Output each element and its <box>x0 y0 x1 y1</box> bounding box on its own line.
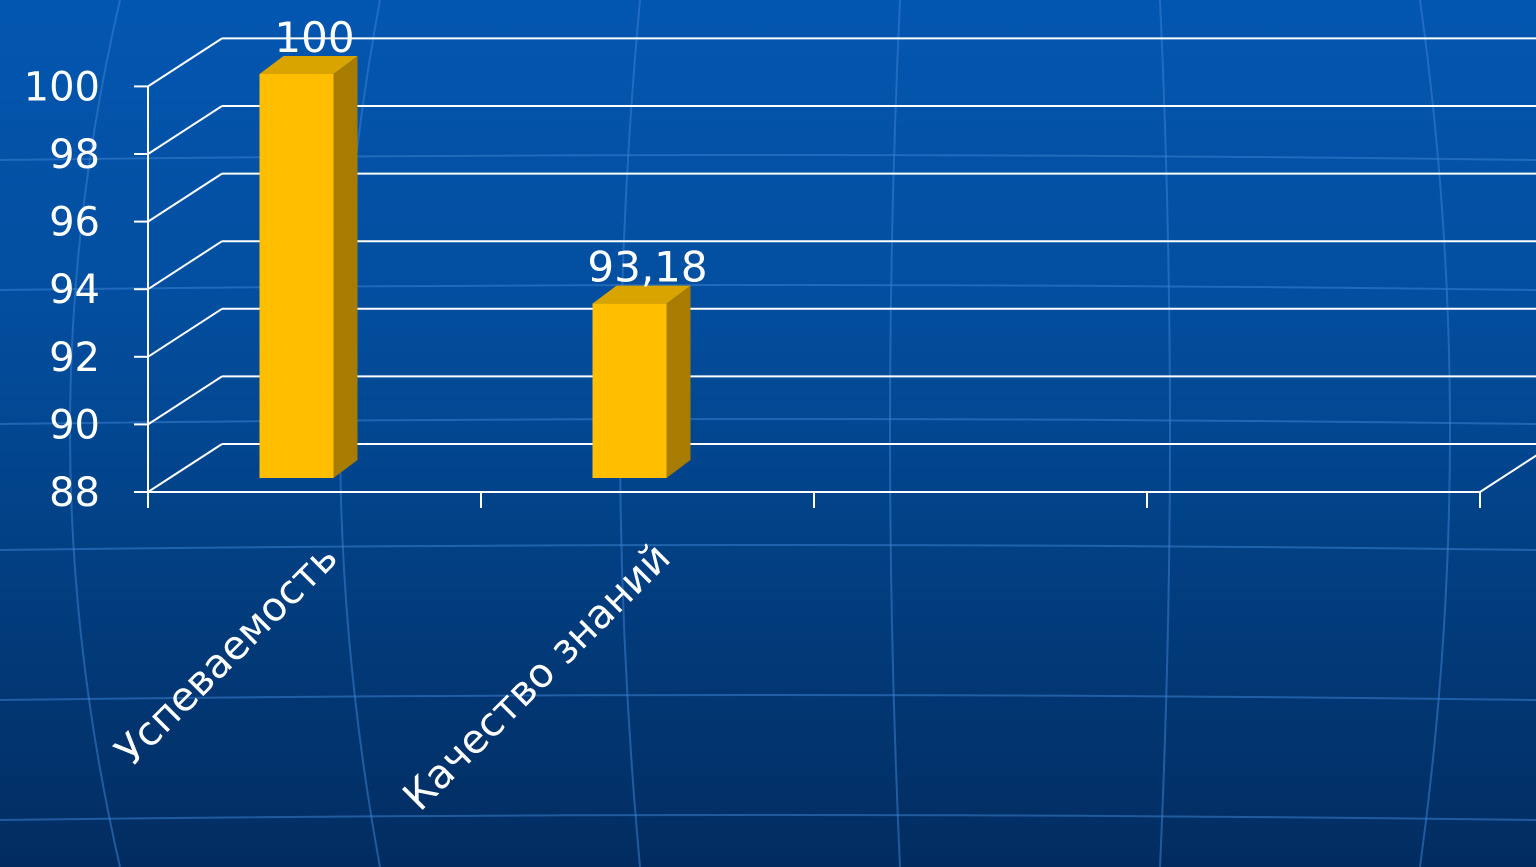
floor-right-edge <box>1479 454 1536 493</box>
gridline-diagonal <box>147 37 223 88</box>
floor-left-edge <box>147 443 223 493</box>
y-tick-label: 90 <box>49 402 100 448</box>
gridlines <box>147 37 1536 445</box>
background-longitude-line <box>69 0 121 867</box>
category-labels: Успеваемость Качество знаний <box>107 535 680 820</box>
data-labels: 100 93,18 <box>274 13 707 292</box>
data-label: 100 <box>274 13 354 62</box>
gridline-diagonal <box>147 240 223 291</box>
y-tick-label: 94 <box>49 267 100 313</box>
background-latitude-line <box>0 154 1536 161</box>
gridline-diagonal <box>147 172 223 223</box>
axes <box>134 85 1536 508</box>
category-label: Успеваемость <box>107 535 347 775</box>
bar-top-face <box>259 56 358 74</box>
background-longitude-line <box>889 0 901 867</box>
bar-front-face <box>259 74 334 478</box>
gridline-diagonal <box>147 375 223 426</box>
y-tick-label: 96 <box>49 200 100 246</box>
background-latitude-line <box>0 418 1536 425</box>
background-latitude-line <box>0 544 1536 551</box>
bar <box>259 56 358 478</box>
background-latitude-line <box>0 284 1536 291</box>
background-longitude-line <box>1419 0 1451 867</box>
bar-top-face <box>592 285 691 304</box>
y-axis-tick-labels: 88 90 92 94 96 98 100 <box>24 64 100 516</box>
bar <box>592 285 691 478</box>
bar-front-face <box>592 303 667 478</box>
background-latitude-line <box>0 814 1536 821</box>
bar-side-face <box>333 56 358 478</box>
gridline-diagonal <box>147 307 223 358</box>
category-label: Качество знаний <box>394 535 679 820</box>
y-tick-label: 92 <box>49 335 100 381</box>
bars <box>259 56 691 478</box>
data-label: 93,18 <box>587 243 707 292</box>
bar-side-face <box>666 285 691 478</box>
gridline-diagonal <box>147 105 223 155</box>
background-longitude-line <box>1159 0 1171 867</box>
background-latitude-line <box>0 694 1536 701</box>
y-tick-label: 88 <box>49 470 100 516</box>
y-tick-label: 98 <box>49 132 100 178</box>
y-tick-label: 100 <box>24 64 100 110</box>
